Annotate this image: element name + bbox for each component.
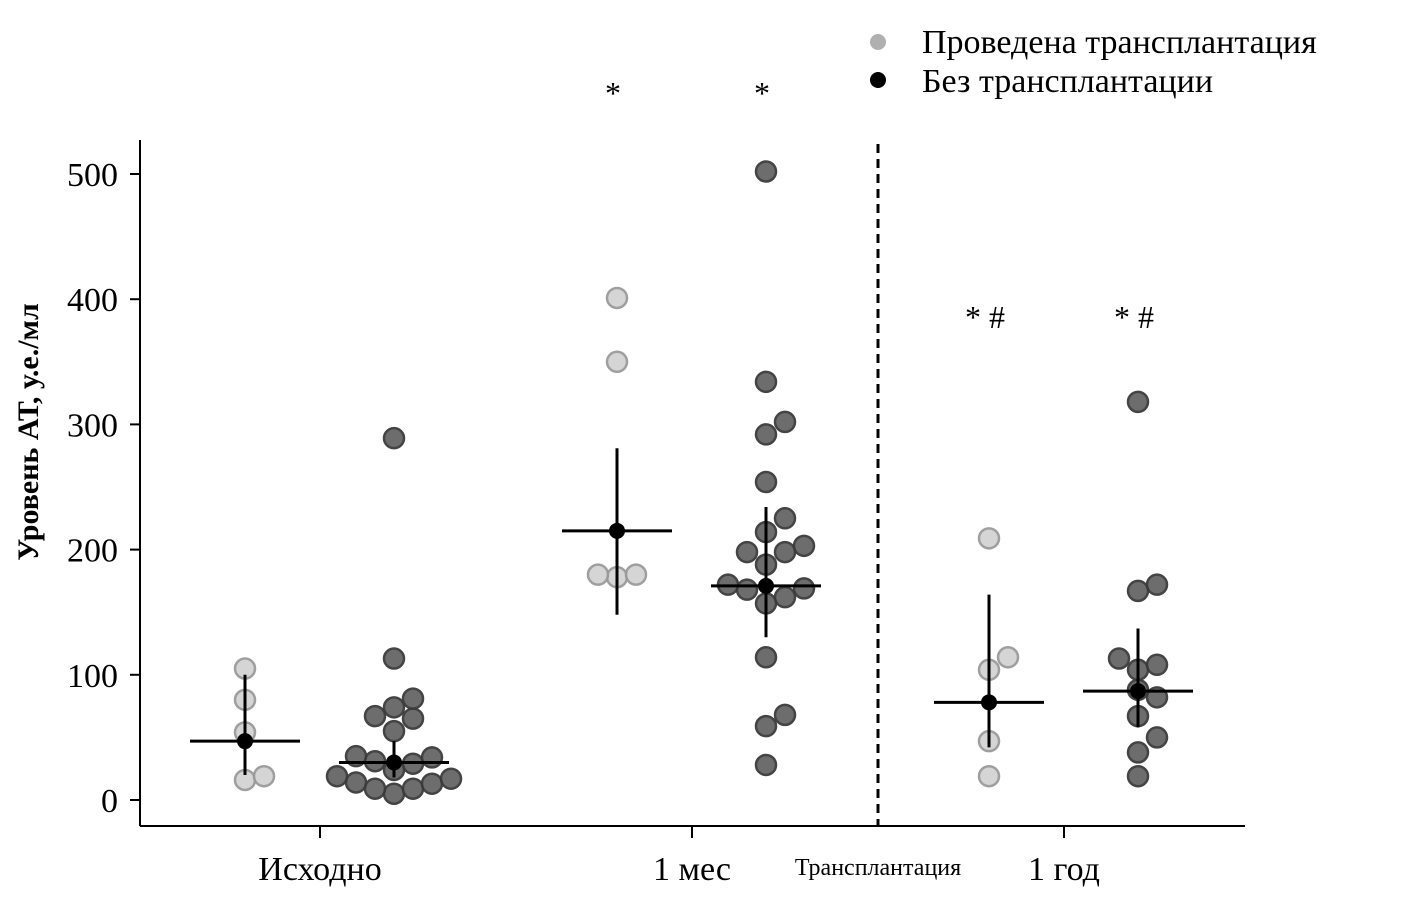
data-point <box>1126 741 1150 764</box>
median-marker <box>1130 683 1146 700</box>
median-marker <box>609 522 625 539</box>
y-tick-label: 200 <box>67 533 118 570</box>
separator-label: Трансплантация <box>795 855 961 881</box>
data-point <box>773 507 797 530</box>
data-point <box>401 707 425 730</box>
x-tick-label: 1 год <box>1028 851 1100 888</box>
legend-marker-transplant <box>870 34 886 50</box>
data-point <box>773 410 797 434</box>
data-point <box>754 714 778 738</box>
legend-label-transplant: Проведена трансплантация <box>922 24 1317 61</box>
data-point <box>382 696 406 719</box>
data-point <box>977 764 1001 788</box>
data-point <box>439 767 463 790</box>
data-point <box>401 777 425 800</box>
data-point <box>1145 653 1169 677</box>
data-point <box>792 577 816 600</box>
data-point <box>382 426 406 450</box>
data-point <box>754 423 778 446</box>
data-point <box>1145 726 1169 749</box>
data-point <box>1126 579 1150 603</box>
data-point <box>735 578 759 601</box>
y-tick-label: 300 <box>67 407 118 444</box>
data-point <box>420 772 444 795</box>
significance-annotation: * <box>754 75 770 111</box>
data-point <box>1107 647 1131 670</box>
legend-label-no-transplant: Без трансплантации <box>922 63 1213 100</box>
data-point <box>996 646 1020 669</box>
significance-annotation: * <box>605 75 621 111</box>
data-point <box>252 764 276 788</box>
x-tick-label: Исходно <box>258 851 381 888</box>
data-point <box>382 719 406 743</box>
median-marker <box>386 754 402 771</box>
data-point <box>363 777 387 800</box>
legend: Проведена трансплантация Без транспланта… <box>870 24 1317 100</box>
data-point <box>754 370 778 394</box>
data-point <box>382 782 406 805</box>
data-point <box>1126 764 1150 788</box>
data-point <box>401 687 425 710</box>
legend-marker-no-transplant <box>870 72 886 88</box>
data-point <box>792 534 816 558</box>
median-marker <box>237 733 253 750</box>
data-point <box>754 753 778 777</box>
x-tick-label: 1 мес <box>653 851 731 888</box>
data-point <box>773 703 797 727</box>
significance-annotation: * # <box>965 299 1005 335</box>
data-point <box>773 540 797 564</box>
data-point <box>605 286 629 310</box>
data-point <box>382 647 406 670</box>
data-point <box>1145 573 1169 596</box>
data-point <box>735 540 759 564</box>
data-point <box>420 746 444 769</box>
data-point <box>977 527 1001 550</box>
median-marker <box>758 577 774 594</box>
axes: Уровень АТ, у.е./мл Трансплантация <box>12 140 1245 881</box>
median-marker <box>981 694 997 711</box>
data-point <box>363 704 387 728</box>
data-point <box>586 563 610 586</box>
data-point <box>754 470 778 494</box>
data-point <box>624 563 648 586</box>
y-tick-label: 0 <box>101 783 118 820</box>
data-point <box>754 646 778 669</box>
data-point <box>1126 390 1150 414</box>
y-axis-label: Уровень АТ, у.е./мл <box>12 303 45 561</box>
significance-annotation: * # <box>1114 299 1154 335</box>
data-point <box>773 585 797 609</box>
y-tick-label: 100 <box>67 658 118 695</box>
data-point <box>344 771 368 794</box>
data-point <box>605 350 629 374</box>
y-tick-label: 400 <box>67 282 118 319</box>
data-point <box>754 160 778 183</box>
y-tick-label: 500 <box>67 157 118 194</box>
data-point <box>325 764 349 788</box>
